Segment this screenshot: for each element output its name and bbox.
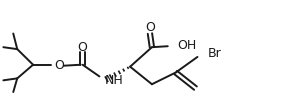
Text: NH: NH (104, 74, 123, 87)
Text: Br: Br (207, 47, 221, 60)
Text: O: O (145, 21, 155, 34)
Text: OH: OH (178, 39, 197, 52)
Text: O: O (78, 41, 88, 54)
Text: O: O (54, 59, 64, 72)
